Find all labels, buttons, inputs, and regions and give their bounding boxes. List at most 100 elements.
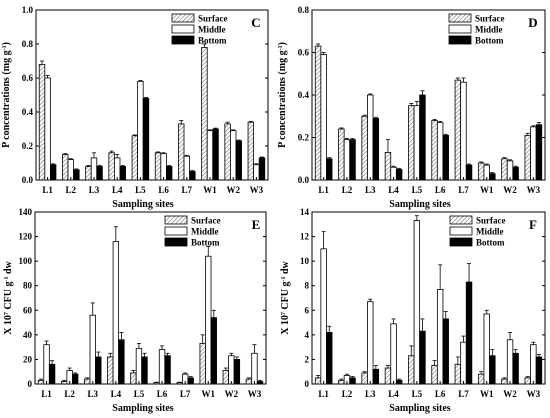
x-tick-label: L3 xyxy=(365,389,376,399)
y-tick-label: 0.2 xyxy=(22,141,34,151)
bar-surface-L6 xyxy=(431,365,438,385)
bar-middle-L3 xyxy=(90,157,98,181)
bar-surface-L2 xyxy=(60,381,68,385)
bar-bottom-L6 xyxy=(164,355,171,385)
bar-surface-W1 xyxy=(199,343,206,385)
bar-surface-W3 xyxy=(245,378,253,385)
bar-middle-W1 xyxy=(206,130,214,181)
x-tick-label: L3 xyxy=(365,185,376,195)
bar-bottom-L7 xyxy=(189,171,196,181)
bar-bottom-L5 xyxy=(419,330,426,385)
x-tick-label: L1 xyxy=(318,389,329,399)
bar-surface-W3 xyxy=(524,134,531,181)
y-tick-label: 0 xyxy=(305,379,310,389)
bar-surface-L7 xyxy=(178,123,185,181)
bar-bottom-L7 xyxy=(187,377,194,385)
legend-swatch-surface xyxy=(449,215,473,225)
panel-letter: E xyxy=(252,217,261,232)
y-tick-label: 120 xyxy=(19,232,33,242)
y-tick-label: 0.8 xyxy=(22,39,34,49)
legend-swatch-middle xyxy=(449,226,473,236)
y-tick-label: 0.0 xyxy=(298,175,310,185)
x-tick-label: W3 xyxy=(250,185,264,195)
bar-bottom-L5 xyxy=(141,356,148,385)
bar-surface-L2 xyxy=(338,379,345,385)
bar-bottom-W2 xyxy=(233,359,241,385)
bar-middle-L1 xyxy=(320,54,327,181)
x-tick-label: L7 xyxy=(182,185,193,195)
x-tick-label: W1 xyxy=(202,389,216,399)
panel-letter: F xyxy=(529,217,537,232)
bar-bottom-L6 xyxy=(442,318,449,385)
legend-label-bottom: Bottom xyxy=(475,36,504,46)
legend-label-bottom: Bottom xyxy=(476,238,505,248)
bar-surface-W2 xyxy=(222,370,229,385)
bar-middle-W1 xyxy=(205,255,212,385)
legend-label-middle: Middle xyxy=(191,227,219,237)
bar-surface-W1 xyxy=(201,47,208,181)
bar-middle-L3 xyxy=(89,314,96,385)
panel-D: 0.0 0.2 0.4 0.6 0.8 L1 L2 L3 L4 L5 L6 L7 W1 W2 W3 Sampl… xyxy=(277,5,546,210)
y-tick-label: 2 xyxy=(305,354,310,364)
bar-middle-L5 xyxy=(413,105,421,181)
legend-label-surface: Surface xyxy=(191,216,221,226)
x-axis-title: Sampling sites xyxy=(112,199,174,210)
x-tick-label: L1 xyxy=(41,389,52,399)
y-tick-label: 0.6 xyxy=(22,73,34,83)
legend-swatch-bottom xyxy=(171,35,195,45)
x-tick-label: L4 xyxy=(112,185,123,195)
bar-middle-W2 xyxy=(228,355,235,385)
bar-surface-L7 xyxy=(454,79,462,181)
bar-surface-L6 xyxy=(153,382,160,385)
bar-surface-L4 xyxy=(108,152,115,181)
x-tick-label: W2 xyxy=(226,185,240,195)
bar-middle-L6 xyxy=(436,288,444,385)
bar-bottom-W2 xyxy=(235,140,242,181)
legend-swatch-bottom xyxy=(164,237,188,247)
y-tick-label: 0.6 xyxy=(298,48,310,58)
bar-surface-L5 xyxy=(408,355,415,385)
bar-bottom-L4 xyxy=(118,339,125,385)
bar-bottom-W3 xyxy=(256,381,264,385)
y-tick-label: 0.8 xyxy=(298,5,310,15)
legend-swatch-middle xyxy=(171,24,195,34)
y-tick-label: 0 xyxy=(28,379,33,389)
bar-surface-L1 xyxy=(38,64,46,181)
bar-surface-L7 xyxy=(176,382,183,385)
bar-bottom-W2 xyxy=(512,352,519,385)
bar-surface-L3 xyxy=(85,165,92,181)
x-tick-label: L4 xyxy=(388,185,399,195)
legend-label-middle: Middle xyxy=(475,25,503,35)
x-tick-label: L3 xyxy=(87,389,98,399)
bar-bottom-L5 xyxy=(419,94,426,181)
legend-swatch-surface xyxy=(164,215,188,225)
bar-surface-W3 xyxy=(524,377,531,385)
legend-label-surface: Surface xyxy=(475,14,505,24)
bar-middle-W3 xyxy=(530,126,537,181)
bar-surface-L4 xyxy=(384,151,392,181)
bar-bottom-W1 xyxy=(489,173,496,181)
panel-letter: D xyxy=(528,15,537,30)
x-tick-label: W1 xyxy=(480,389,494,399)
bar-surface-W1 xyxy=(477,373,485,385)
bar-surface-L7 xyxy=(454,363,462,385)
y-tick-label: 6 xyxy=(305,305,310,315)
panel-F: 0 2 4 6 8 10 12 14 L1 L2 L3 L4 L5 L6 L7 W1 W2 W3 Sampling … xyxy=(280,207,546,414)
x-tick-label: L7 xyxy=(458,185,469,195)
bar-bottom-L6 xyxy=(442,134,449,181)
x-tick-label: L7 xyxy=(180,389,191,399)
bar-middle-L6 xyxy=(436,122,444,181)
bar-bottom-L4 xyxy=(395,168,403,181)
y-tick-label: 60 xyxy=(23,305,33,315)
bar-bottom-L1 xyxy=(326,158,333,181)
y-tick-label: 12 xyxy=(300,232,310,242)
bar-surface-L4 xyxy=(107,356,114,385)
y-tick-label: 20 xyxy=(23,354,33,364)
y-axis-title: P concentrations (mg g-1) xyxy=(1,42,12,148)
x-tick-label: L1 xyxy=(42,185,53,195)
bar-surface-L5 xyxy=(131,135,139,181)
bar-surface-L3 xyxy=(361,372,368,385)
x-tick-label: L2 xyxy=(64,389,75,399)
x-tick-label: L2 xyxy=(342,185,353,195)
